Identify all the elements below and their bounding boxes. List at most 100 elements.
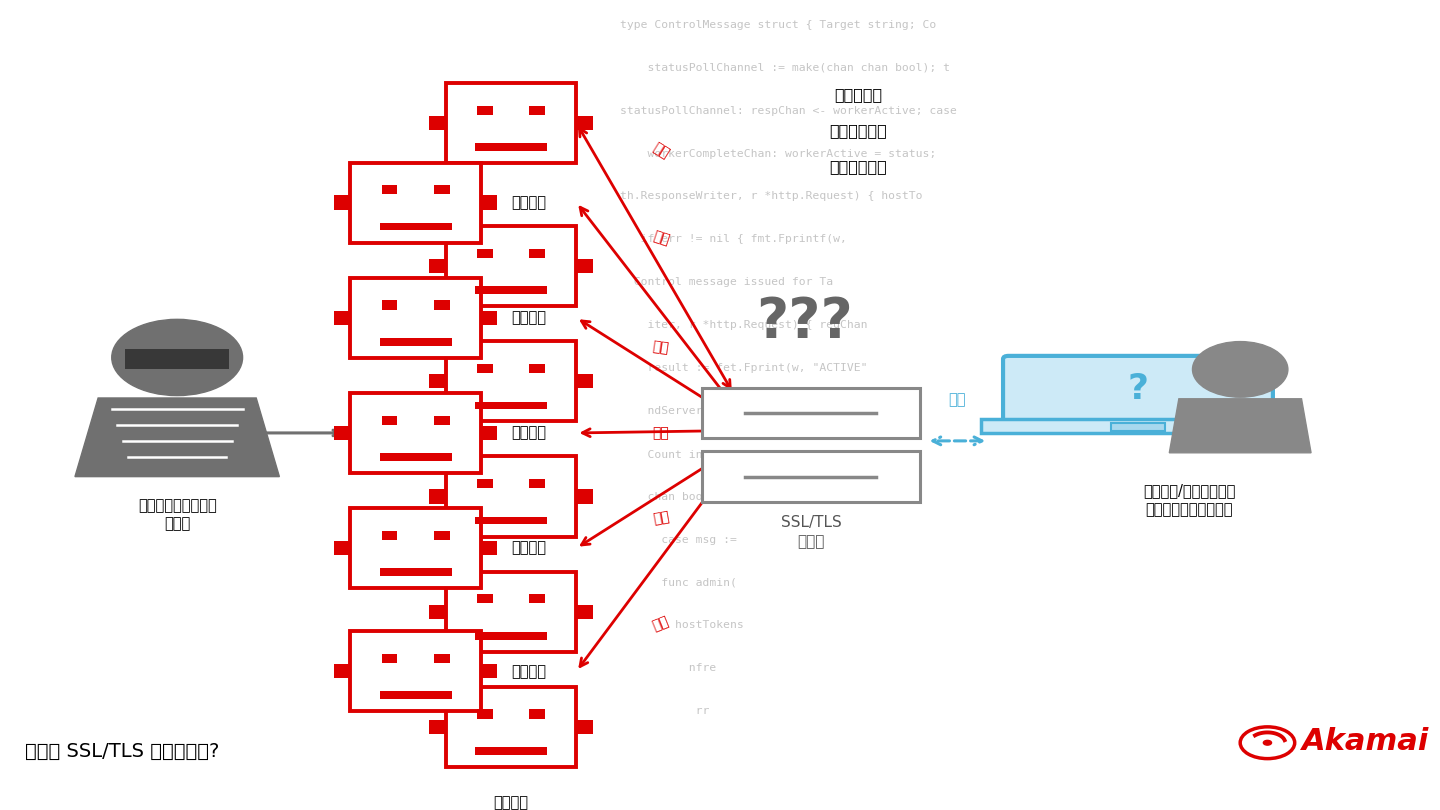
FancyBboxPatch shape xyxy=(701,388,920,438)
FancyBboxPatch shape xyxy=(981,419,1295,433)
FancyBboxPatch shape xyxy=(576,720,593,734)
FancyBboxPatch shape xyxy=(334,310,350,325)
FancyBboxPatch shape xyxy=(429,489,445,504)
Text: Akamai: Akamai xyxy=(1302,727,1428,756)
Text: 请求: 请求 xyxy=(652,426,670,440)
FancyBboxPatch shape xyxy=(350,278,481,358)
FancyBboxPatch shape xyxy=(380,692,452,699)
FancyBboxPatch shape xyxy=(445,572,576,652)
FancyBboxPatch shape xyxy=(429,604,445,619)
FancyBboxPatch shape xyxy=(576,604,593,619)
Text: 请求: 请求 xyxy=(651,614,671,633)
FancyBboxPatch shape xyxy=(445,341,576,421)
Text: func admin(: func admin( xyxy=(621,578,737,587)
Text: ndServer(1337", nil)); };pa: ndServer(1337", nil)); };pa xyxy=(621,406,834,416)
FancyBboxPatch shape xyxy=(125,349,229,369)
FancyBboxPatch shape xyxy=(429,116,445,130)
Text: 发送海量流量: 发送海量流量 xyxy=(829,159,887,174)
FancyBboxPatch shape xyxy=(576,374,593,389)
FancyBboxPatch shape xyxy=(576,489,593,504)
Text: 合法用户/客户端无法与: 合法用户/客户端无法与 xyxy=(1143,483,1236,498)
Text: ?: ? xyxy=(1128,373,1149,407)
Circle shape xyxy=(112,319,242,395)
FancyBboxPatch shape xyxy=(701,451,920,502)
FancyBboxPatch shape xyxy=(433,301,449,309)
Text: SSL/TLS: SSL/TLS xyxy=(780,515,841,530)
Text: case msg :=: case msg := xyxy=(621,535,737,544)
Text: rr: rr xyxy=(621,706,710,716)
FancyBboxPatch shape xyxy=(576,259,593,273)
FancyBboxPatch shape xyxy=(382,416,397,424)
FancyBboxPatch shape xyxy=(334,664,350,679)
Text: 什么是 SSL/TLS 耗尽型攻击?: 什么是 SSL/TLS 耗尽型攻击? xyxy=(24,742,219,761)
Text: 爬虫程序: 爬虫程序 xyxy=(511,425,546,441)
FancyBboxPatch shape xyxy=(475,632,547,640)
FancyBboxPatch shape xyxy=(530,595,546,603)
Text: th.ResponseWriter, r *http.Request) { hostTo: th.ResponseWriter, r *http.Request) { ho… xyxy=(621,191,923,202)
Text: 请求: 请求 xyxy=(651,509,671,526)
FancyBboxPatch shape xyxy=(477,106,492,115)
FancyBboxPatch shape xyxy=(334,195,350,210)
Circle shape xyxy=(1192,342,1287,397)
FancyBboxPatch shape xyxy=(429,374,445,389)
Text: 爬虫程序: 爬虫程序 xyxy=(511,540,546,556)
Text: if err != nil { fmt.Fprintf(w,: if err != nil { fmt.Fprintf(w, xyxy=(621,234,847,245)
Text: 攻击者: 攻击者 xyxy=(164,516,190,531)
FancyBboxPatch shape xyxy=(475,517,547,524)
FancyBboxPatch shape xyxy=(433,185,449,194)
Text: chan bool); workerAct: chan bool); workerAct xyxy=(621,492,792,501)
Text: Control message issued for Ta: Control message issued for Ta xyxy=(621,277,834,288)
Text: type ControlMessage struct { Target string; Co: type ControlMessage struct { Target stri… xyxy=(621,20,936,30)
FancyBboxPatch shape xyxy=(481,310,497,325)
Text: 爬虫程序机: 爬虫程序机 xyxy=(835,87,883,102)
Circle shape xyxy=(1263,740,1272,745)
FancyBboxPatch shape xyxy=(477,595,492,603)
FancyBboxPatch shape xyxy=(350,631,481,711)
FancyBboxPatch shape xyxy=(445,83,576,163)
Text: 请求: 请求 xyxy=(949,392,966,407)
Polygon shape xyxy=(1169,399,1310,453)
Text: hostTokens: hostTokens xyxy=(621,620,744,630)
FancyBboxPatch shape xyxy=(481,195,497,210)
FancyBboxPatch shape xyxy=(445,226,576,306)
Text: statusPollChannel: respChan <- workerActive; case: statusPollChannel: respChan <- workerAct… xyxy=(621,105,958,116)
Polygon shape xyxy=(75,398,279,476)
FancyBboxPatch shape xyxy=(380,338,452,346)
FancyBboxPatch shape xyxy=(530,479,546,488)
Text: 请求: 请求 xyxy=(651,141,672,161)
FancyBboxPatch shape xyxy=(380,453,452,461)
FancyBboxPatch shape xyxy=(475,143,547,151)
FancyBboxPatch shape xyxy=(429,720,445,734)
Text: 握手层: 握手层 xyxy=(798,534,825,549)
FancyBboxPatch shape xyxy=(1110,423,1165,431)
FancyBboxPatch shape xyxy=(530,106,546,115)
FancyBboxPatch shape xyxy=(350,163,481,243)
Text: statusPollChannel := make(chan chan bool); t: statusPollChannel := make(chan chan bool… xyxy=(621,62,950,73)
FancyBboxPatch shape xyxy=(382,654,397,663)
FancyBboxPatch shape xyxy=(477,249,492,258)
FancyBboxPatch shape xyxy=(380,569,452,576)
Text: 控制庞大僵尸网络的: 控制庞大僵尸网络的 xyxy=(138,498,216,513)
Text: result := fet.Fprint(w, "ACTIVE": result := fet.Fprint(w, "ACTIVE" xyxy=(621,363,867,373)
FancyBboxPatch shape xyxy=(475,286,547,294)
Text: 爬虫程序: 爬虫程序 xyxy=(511,195,546,210)
FancyBboxPatch shape xyxy=(382,531,397,540)
FancyBboxPatch shape xyxy=(475,402,547,409)
Text: 不堪重负的服务器通信: 不堪重负的服务器通信 xyxy=(1145,502,1233,517)
FancyBboxPatch shape xyxy=(429,259,445,273)
FancyBboxPatch shape xyxy=(481,541,497,556)
Text: 爬虫程序: 爬虫程序 xyxy=(494,795,528,810)
Text: iter, r *http.Request) { reqChan: iter, r *http.Request) { reqChan xyxy=(621,320,867,330)
FancyBboxPatch shape xyxy=(530,249,546,258)
FancyBboxPatch shape xyxy=(334,426,350,440)
FancyBboxPatch shape xyxy=(576,116,593,130)
Text: 爬虫程序: 爬虫程序 xyxy=(511,663,546,679)
FancyBboxPatch shape xyxy=(433,531,449,540)
Text: 爬虫程序: 爬虫程序 xyxy=(511,310,546,326)
Text: 向目标服务器: 向目标服务器 xyxy=(829,123,887,139)
FancyBboxPatch shape xyxy=(1004,356,1273,426)
Text: ???: ??? xyxy=(756,295,852,349)
FancyBboxPatch shape xyxy=(334,541,350,556)
Text: 请求: 请求 xyxy=(652,339,670,356)
Text: nfre: nfre xyxy=(621,663,716,673)
